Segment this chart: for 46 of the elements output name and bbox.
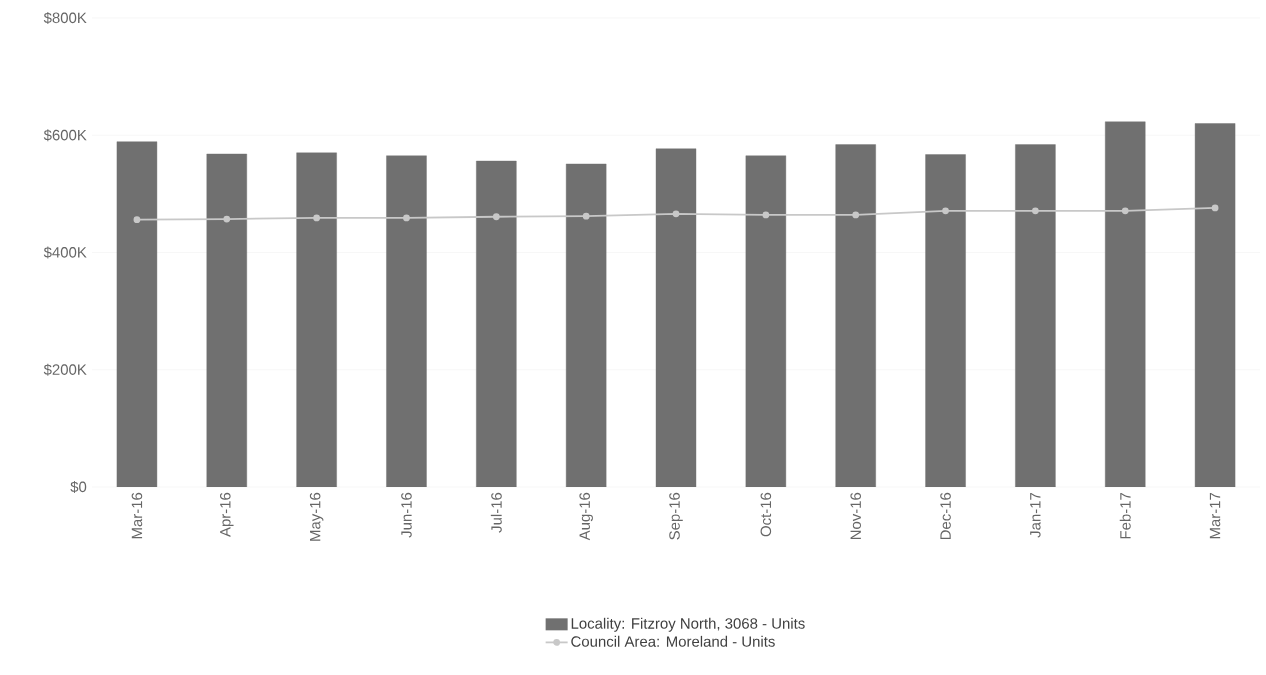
bar (1015, 144, 1056, 487)
x-tick-label: Jan-17 (1030, 492, 1041, 538)
point (1121, 207, 1129, 215)
x-tick-label: Jun-16 (401, 492, 412, 538)
x-tick-label: Nov-16 (850, 492, 861, 540)
bar (476, 160, 517, 487)
bar (835, 144, 876, 487)
bar (925, 154, 966, 487)
bar (745, 155, 787, 487)
bar (116, 141, 158, 487)
bar (206, 153, 247, 487)
point (1031, 207, 1039, 215)
x-tick-label: Apr-16 (220, 492, 234, 537)
x-tick-label: Feb-17 (1119, 492, 1131, 539)
y-tick-label: $800K (43, 11, 87, 25)
y-tick-label: $0 (70, 480, 87, 494)
point (223, 215, 231, 223)
x-tick-label: Oct-16 (760, 492, 772, 537)
point (492, 213, 500, 221)
x-tick-label: Mar-16 (131, 492, 143, 539)
point (133, 216, 141, 224)
point (852, 211, 860, 219)
point (1211, 204, 1219, 212)
point (582, 212, 590, 220)
bar (296, 152, 337, 487)
y-tick-label: $400K (43, 246, 87, 259)
x-tick-label: May-16 (309, 492, 324, 541)
legend-label: Council Area: Moreland - Units (571, 635, 775, 647)
legend-label: Locality: Fitzroy North, 3068 - Units (571, 617, 805, 632)
bar (565, 163, 607, 487)
x-tick-label: Dec-16 (940, 492, 951, 540)
point (403, 214, 410, 222)
bar (1105, 121, 1146, 487)
y-tick-label: $200K (43, 363, 87, 376)
y-tick-label: $600K (43, 129, 87, 142)
x-tick-label: Sep-16 (669, 492, 683, 540)
bar (386, 155, 427, 487)
point (672, 210, 680, 218)
x-tick-label: Aug-16 (579, 492, 593, 541)
point (942, 207, 949, 215)
x-tick-label: Mar-17 (1209, 492, 1221, 539)
point (762, 211, 770, 219)
bar (655, 148, 697, 487)
x-tick-label: Jul-16 (490, 492, 502, 533)
bar (1194, 123, 1236, 487)
point (313, 214, 321, 222)
